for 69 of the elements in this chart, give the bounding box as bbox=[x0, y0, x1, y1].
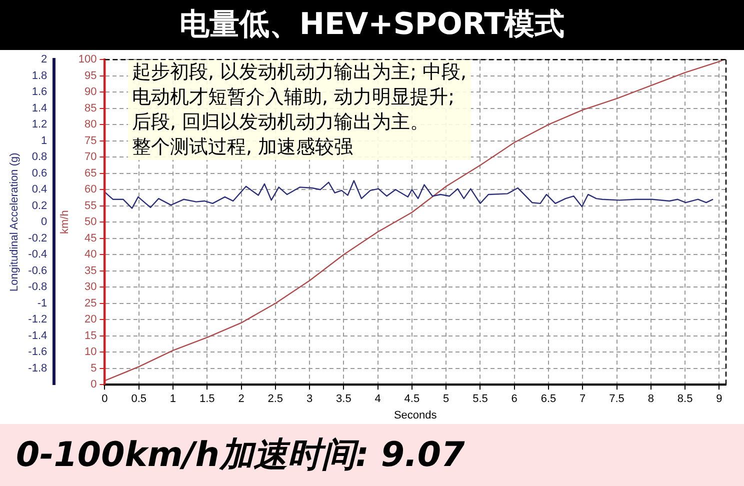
y-tick-label: -1.6 bbox=[28, 346, 48, 358]
y-tick-label: 0.4 bbox=[32, 184, 48, 196]
y2-tick-label: 50 bbox=[84, 216, 97, 228]
x-tick-label: 0 bbox=[102, 393, 108, 406]
y-tick-label: 1.8 bbox=[32, 70, 48, 82]
x-tick-label: 1 bbox=[170, 393, 176, 406]
x-tick-label: 2 bbox=[238, 393, 244, 406]
y2-tick-label: 100 bbox=[78, 54, 97, 66]
y-tick-label: 1 bbox=[41, 134, 48, 147]
y-tick-label: -1 bbox=[37, 297, 48, 310]
x-tick-label: 5.5 bbox=[472, 393, 488, 406]
x-tick-label: 9 bbox=[716, 393, 722, 406]
x-axis-title: Seconds bbox=[394, 409, 438, 422]
x-tick-label: 4.5 bbox=[404, 393, 420, 406]
x-tick-label: 8 bbox=[648, 393, 654, 406]
y2-tick-label: 75 bbox=[84, 134, 97, 147]
x-tick-label: 1.5 bbox=[199, 393, 215, 406]
y2-tick-label: 85 bbox=[84, 102, 97, 114]
y2-tick-label: 15 bbox=[84, 330, 97, 342]
text: 0-100km/h加速时间: 9.07 bbox=[0, 424, 744, 486]
y2-tick-label: 35 bbox=[84, 264, 97, 277]
y-tick-label: -0.2 bbox=[28, 232, 48, 244]
y2-tick-label: 0 bbox=[90, 378, 97, 391]
annotation: 电动机才短暂介入辅助, 动力明显提升; bbox=[132, 85, 456, 110]
annotation: 后段, 回归以发动机动力输出为主。 bbox=[132, 110, 430, 135]
y2-tick-label: 40 bbox=[84, 248, 97, 261]
x-tick-label: 2.5 bbox=[268, 393, 284, 406]
y2-tick-label: 90 bbox=[84, 86, 97, 98]
x-tick-label: 7 bbox=[580, 393, 586, 406]
y2-tick-label: 10 bbox=[84, 346, 97, 358]
x-tick-label: 6 bbox=[511, 393, 518, 406]
x-tick-label: 3.5 bbox=[336, 393, 352, 406]
y2-tick-label: 80 bbox=[84, 118, 97, 131]
y-tick-label: -1.4 bbox=[28, 330, 48, 342]
y2-axis-title: km/h bbox=[58, 210, 71, 234]
x-tick-label: 6.5 bbox=[540, 393, 556, 406]
y2-tick-label: 60 bbox=[84, 184, 97, 196]
y-tick-label: -0.4 bbox=[28, 248, 48, 261]
y-tick-label: 0.2 bbox=[32, 200, 48, 212]
y2-tick-label: 20 bbox=[84, 314, 97, 326]
y-tick-label: -0.6 bbox=[28, 264, 48, 277]
y-tick-label: -1.8 bbox=[28, 362, 48, 374]
y-tick-label: 0.8 bbox=[32, 151, 48, 164]
y-tick-label: 1.6 bbox=[32, 86, 48, 98]
y2-tick-label: 65 bbox=[84, 167, 97, 180]
y-tick-label: 1.2 bbox=[32, 118, 48, 131]
x-tick-label: 4 bbox=[374, 393, 381, 406]
y-axis-title: Longitudinal Acceleration (g) bbox=[8, 152, 21, 292]
x-tick-label: 5 bbox=[443, 393, 450, 406]
x-tick-label: 0.5 bbox=[131, 393, 146, 406]
x-tick-label: 3 bbox=[306, 393, 313, 406]
y-tick-label: -0.8 bbox=[28, 281, 48, 294]
y2-tick-label: 55 bbox=[84, 200, 97, 212]
y-tick-label: -1.2 bbox=[28, 314, 48, 326]
x-tick-label: 8.5 bbox=[677, 393, 693, 406]
y-tick-label: 0 bbox=[41, 216, 48, 228]
y2-tick-label: 45 bbox=[84, 232, 97, 244]
x-tick-label: 7.5 bbox=[609, 393, 624, 406]
y2-tick-label: 95 bbox=[84, 70, 97, 82]
y2-tick-label: 70 bbox=[84, 151, 97, 164]
annotation: 整个测试过程, 加速感较强 bbox=[132, 135, 354, 160]
chart-title: 电量低、HEV+SPORT模式 bbox=[0, 0, 744, 50]
y-tick-label: 2 bbox=[41, 54, 48, 66]
y2-tick-label: 5 bbox=[90, 362, 97, 374]
annotation: 起步初段, 以发动机动力输出为主; 中段, bbox=[132, 60, 467, 85]
y-tick-label: 0.6 bbox=[32, 167, 48, 180]
y-tick-label: 1.4 bbox=[32, 102, 48, 114]
y2-tick-label: 25 bbox=[84, 297, 97, 310]
y2-tick-label: 30 bbox=[84, 281, 97, 294]
